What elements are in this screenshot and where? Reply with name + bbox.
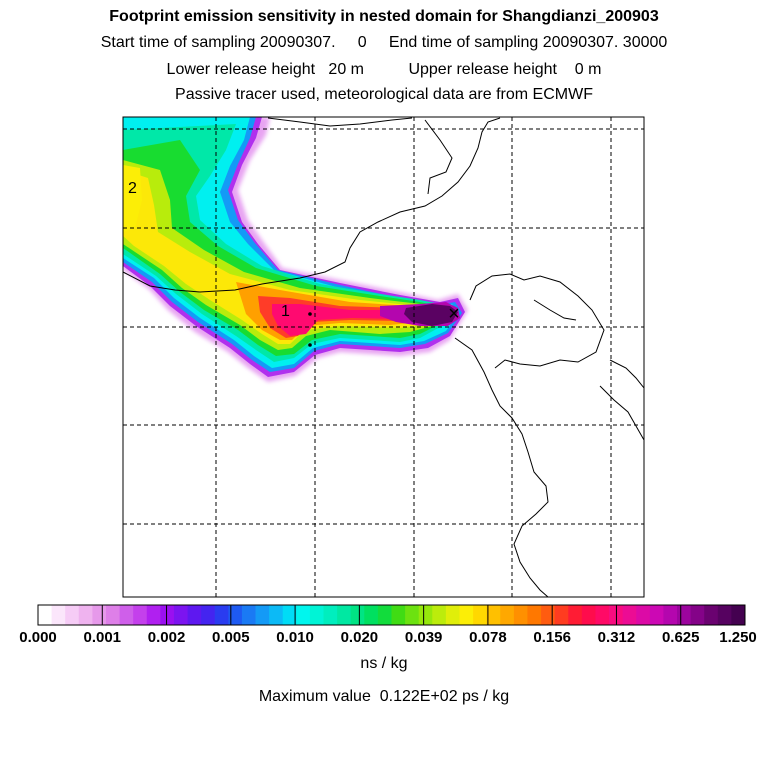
- map-frame: [122, 116, 645, 598]
- colorbar-cell: [228, 605, 243, 625]
- plume-field: [123, 117, 468, 382]
- colorbar-cell: [160, 605, 175, 625]
- colorbar-cell: [187, 605, 202, 625]
- colorbar-cell: [663, 605, 678, 625]
- colorbar-cell: [296, 605, 311, 625]
- footprint-map: 2 1 ×: [122, 116, 645, 598]
- colorbar-cell: [473, 605, 488, 625]
- colorbar-cell: [282, 605, 297, 625]
- colorbar-cell: [364, 605, 379, 625]
- colorbar-cell: [486, 605, 501, 625]
- colorbar-cell: [445, 605, 460, 625]
- colorbar-tick-label: 0.039: [404, 629, 443, 646]
- colorbar-cell: [677, 605, 692, 625]
- colorbar: [37, 604, 746, 626]
- release-point: [308, 312, 312, 316]
- release-heights: Lower release height 20 m Upper release …: [166, 61, 602, 78]
- colorbar-cell: [459, 605, 474, 625]
- colorbar-cell: [541, 605, 556, 625]
- colorbar-tick-label: 0.000: [19, 629, 57, 646]
- plot-title: Footprint emission sensitivity in nested…: [109, 8, 659, 25]
- colorbar-tick-label: 1.250: [719, 629, 757, 646]
- tracer-info: Passive tracer used, meteorological data…: [175, 86, 593, 103]
- colorbar-tick-label: 0.625: [661, 629, 700, 646]
- colorbar-cell: [38, 605, 52, 625]
- sampling-times: Start time of sampling 20090307. 0 End t…: [100, 34, 668, 51]
- colorbar-cell: [636, 605, 651, 625]
- colorbar-cell: [622, 605, 637, 625]
- colorbar-cell: [649, 605, 664, 625]
- colorbar-cell: [269, 605, 284, 625]
- colorbar-tick-label: 0.312: [597, 629, 636, 646]
- colorbar-cell: [323, 605, 338, 625]
- colorbar-cell: [173, 605, 188, 625]
- colorbar-cell: [214, 605, 229, 625]
- maximum-value: Maximum value 0.122E+02 ps / kg: [258, 688, 510, 705]
- colorbar-cell: [65, 605, 80, 625]
- colorbar-cell: [241, 605, 256, 625]
- colorbar-cell: [133, 605, 148, 625]
- colorbar-cell: [201, 605, 216, 625]
- colorbar-cell: [105, 605, 120, 625]
- colorbar-cell: [92, 605, 107, 625]
- colorbar-cell: [51, 605, 66, 625]
- colorbar-cell: [690, 605, 705, 625]
- colorbar-cell: [717, 605, 732, 625]
- colorbar-cell: [731, 605, 746, 625]
- colorbar-cell: [405, 605, 420, 625]
- colorbar-cell: [255, 605, 270, 625]
- receptor-marker: ×: [448, 303, 460, 325]
- colorbar-tick-label: 0.005: [212, 629, 250, 646]
- colorbar-tick-label: 0.010: [276, 629, 314, 646]
- colorbar-cell: [704, 605, 719, 625]
- colorbar-cell: [581, 605, 596, 625]
- colorbar-cell: [500, 605, 515, 625]
- colorbar-frame: [37, 604, 746, 626]
- colorbar-tick-label: 0.078: [469, 629, 507, 646]
- marker-label-2: 2: [128, 180, 137, 197]
- colorbar-cell: [391, 605, 406, 625]
- colorbar-cell: [309, 605, 324, 625]
- colorbar-cell: [337, 605, 352, 625]
- colorbar-cell: [78, 605, 93, 625]
- colorbar-tick-label: 0.020: [340, 629, 379, 646]
- colorbar-cell: [350, 605, 365, 625]
- colorbar-cell: [119, 605, 134, 625]
- colorbar-cell: [527, 605, 542, 625]
- release-point: [308, 343, 312, 347]
- colorbar-cell: [568, 605, 583, 625]
- colorbar-cell: [554, 605, 569, 625]
- colorbar-cell: [513, 605, 528, 625]
- lat-lon-grid: [123, 117, 644, 597]
- colorbar-unit: ns / kg: [360, 655, 408, 672]
- colorbar-cell: [418, 605, 433, 625]
- colorbar-tick-label: 0.156: [533, 629, 571, 646]
- coastlines: [123, 117, 644, 597]
- colorbar-cells: [38, 605, 746, 625]
- colorbar-tick-label: 0.001: [83, 629, 122, 646]
- marker-label-1: 1: [281, 303, 290, 320]
- colorbar-cell: [377, 605, 392, 625]
- colorbar-dividers: [101, 605, 682, 625]
- colorbar-cell: [595, 605, 610, 625]
- colorbar-cell: [432, 605, 447, 625]
- colorbar-tick-label: 0.002: [147, 629, 186, 646]
- colorbar-cell: [146, 605, 161, 625]
